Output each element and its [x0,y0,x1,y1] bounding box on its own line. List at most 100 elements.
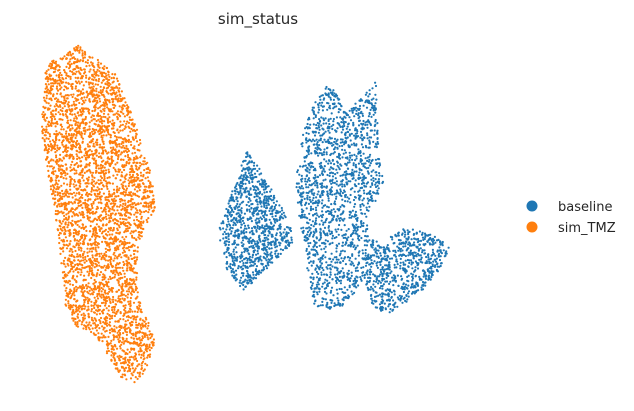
point-baseline [309,162,312,165]
point-baseline [376,137,379,140]
point-sim-tmz [90,308,93,311]
point-baseline [270,227,273,230]
point-baseline [364,234,367,238]
point-baseline [376,189,379,192]
point-baseline [366,181,370,184]
point-baseline [253,260,256,263]
point-sim-tmz [120,214,124,217]
point-baseline [373,260,376,263]
series-sim-tmz [41,44,156,384]
point-baseline [406,287,409,290]
point-baseline [375,264,378,267]
point-baseline [236,212,239,215]
point-baseline [348,159,351,162]
point-baseline [362,152,365,155]
point-baseline [235,204,238,208]
point-sim-tmz [103,278,106,281]
point-baseline [325,292,328,295]
point-baseline [362,122,365,125]
point-baseline [246,218,249,221]
point-baseline [240,282,243,285]
point-baseline [311,284,314,287]
point-baseline [388,257,392,260]
point-baseline [339,261,342,264]
point-baseline [321,210,324,213]
point-baseline [434,254,437,257]
point-baseline [327,93,330,96]
point-baseline [257,258,261,261]
point-baseline [314,300,317,303]
point-sim-tmz [118,105,121,108]
point-baseline [331,299,334,302]
point-sim-tmz [68,254,71,257]
point-baseline [254,175,257,179]
point-sim-tmz [47,175,50,178]
point-baseline [349,256,352,260]
point-sim-tmz [79,182,82,185]
point-sim-tmz [55,85,59,88]
point-baseline [346,200,349,203]
point-baseline [251,180,254,184]
point-baseline [367,95,370,98]
point-baseline [411,282,414,285]
point-baseline [257,217,260,220]
point-baseline [325,140,328,143]
point-baseline [362,204,365,207]
point-baseline [356,130,359,133]
point-sim-tmz [81,176,84,179]
point-baseline [305,141,308,144]
point-sim-tmz [73,47,76,50]
point-baseline [226,249,229,252]
point-baseline [236,206,239,209]
point-baseline [347,180,350,183]
point-baseline [431,248,434,251]
point-baseline [241,239,245,242]
point-sim-tmz [74,194,77,197]
point-baseline [239,284,242,288]
point-baseline [384,264,387,267]
point-baseline [318,244,321,247]
point-baseline [248,241,251,245]
point-baseline [347,144,350,147]
point-baseline [315,143,318,146]
point-baseline [337,242,341,245]
point-baseline [349,119,353,122]
point-baseline [312,117,315,120]
point-baseline [332,294,335,297]
point-sim-tmz [64,163,67,166]
point-baseline [248,246,251,249]
point-baseline [297,189,300,192]
point-baseline [255,195,258,198]
point-baseline [368,100,371,103]
point-baseline [250,206,253,210]
point-sim-tmz [124,174,127,177]
point-baseline [306,170,309,173]
point-sim-tmz [91,206,94,210]
point-baseline [312,182,315,185]
point-sim-tmz [55,181,58,185]
point-baseline [315,209,318,212]
point-baseline [402,268,405,272]
point-baseline [393,293,396,296]
point-baseline [279,242,282,245]
point-baseline [384,293,387,296]
point-sim-tmz [83,68,86,71]
point-baseline [238,281,241,284]
point-baseline [307,186,310,189]
point-baseline [365,206,368,209]
point-sim-tmz [121,137,124,140]
point-baseline [325,122,328,125]
point-baseline [225,236,228,240]
point-baseline [407,265,410,268]
point-baseline [346,161,350,164]
point-baseline [252,273,255,276]
point-baseline [439,243,442,246]
point-baseline [329,299,332,302]
point-baseline [350,263,353,266]
point-baseline [249,156,252,159]
point-baseline [317,199,320,202]
point-baseline [407,231,410,234]
point-sim-tmz [83,71,87,74]
point-sim-tmz [153,206,156,209]
point-sim-tmz [56,64,60,67]
